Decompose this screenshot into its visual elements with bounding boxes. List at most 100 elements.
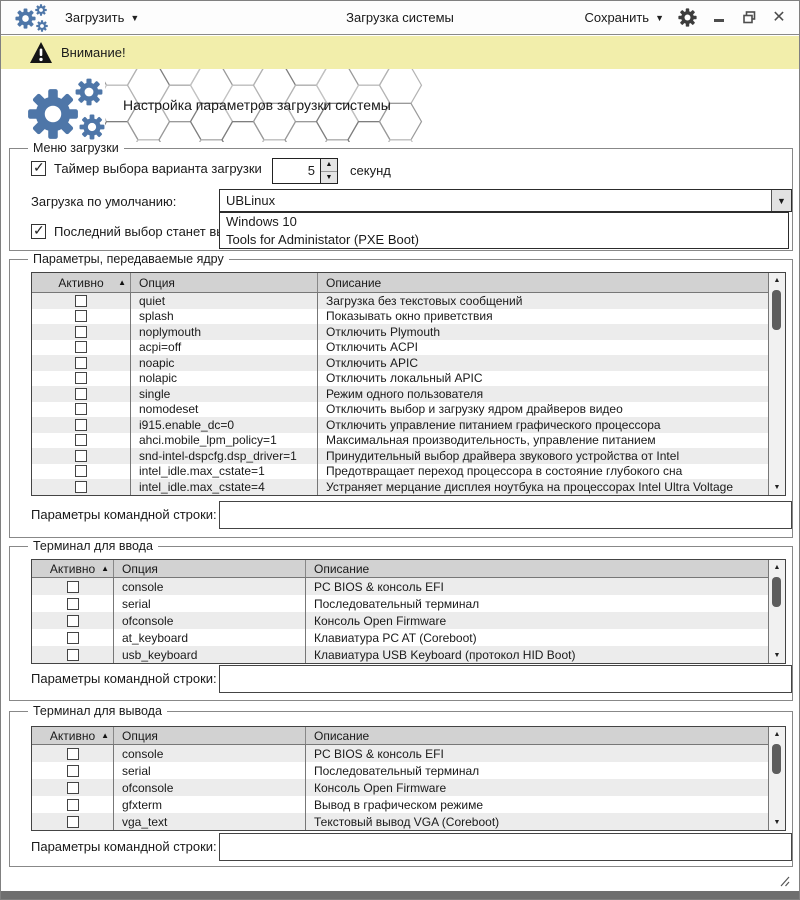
table-row[interactable]: usb_keyboard Клавиатура USB Keyboard (про… bbox=[32, 646, 768, 663]
row-checkbox[interactable] bbox=[75, 465, 87, 478]
row-checkbox[interactable] bbox=[75, 325, 87, 338]
option-cell: noapic bbox=[131, 355, 318, 371]
row-checkbox[interactable] bbox=[66, 798, 79, 811]
table-row[interactable]: serial Последовательный терминал bbox=[32, 762, 768, 779]
column-header-option[interactable]: Опция bbox=[114, 560, 306, 577]
save-menu-button[interactable]: Сохранить ▼ bbox=[584, 10, 664, 25]
scroll-down-button[interactable]: ▼ bbox=[773, 484, 781, 491]
table-row[interactable]: snd-intel-dspcfg.dsp_driver=1 Принудитель… bbox=[32, 448, 768, 464]
scroll-down-button[interactable]: ▼ bbox=[773, 652, 781, 659]
column-header-description[interactable]: Описание bbox=[314, 561, 370, 576]
vertical-scrollbar[interactable]: ▲ ▼ bbox=[768, 560, 785, 663]
load-menu-button[interactable]: Загрузить ▼ bbox=[65, 10, 139, 25]
table-row[interactable]: ofconsole Консоль Open Firmware bbox=[32, 612, 768, 629]
row-checkbox[interactable] bbox=[75, 418, 87, 431]
table-row[interactable]: intel_idle.max_cstate=1 Предотвращает пер… bbox=[32, 463, 768, 479]
dropdown-option[interactable]: Tools for Administator (PXE Boot) bbox=[226, 232, 419, 247]
row-checkbox[interactable] bbox=[75, 310, 87, 323]
row-checkbox[interactable] bbox=[66, 781, 79, 794]
row-checkbox[interactable] bbox=[66, 747, 79, 760]
scroll-up-button[interactable]: ▲ bbox=[773, 277, 781, 284]
column-header-description[interactable]: Описание bbox=[314, 728, 370, 743]
active-cell bbox=[32, 612, 114, 629]
row-checkbox[interactable] bbox=[75, 449, 87, 462]
resize-grip[interactable] bbox=[778, 875, 790, 887]
spinner-up-button[interactable]: ▲ bbox=[321, 159, 337, 172]
row-checkbox[interactable] bbox=[66, 597, 79, 610]
row-checkbox[interactable] bbox=[66, 764, 79, 777]
row-checkbox[interactable] bbox=[75, 356, 87, 369]
cmdline-input[interactable] bbox=[219, 501, 792, 529]
active-cell bbox=[32, 386, 131, 402]
table-row[interactable]: noplymouth Отключить Plymouth bbox=[32, 324, 768, 340]
table-row[interactable]: vga_text Текстовый вывод VGA (Coreboot) bbox=[32, 813, 768, 830]
table-row[interactable]: nolapic Отключить локальный APIC bbox=[32, 370, 768, 386]
active-cell bbox=[32, 762, 114, 779]
table-row[interactable]: nomodeset Отключить выбор и загрузку ядро… bbox=[32, 401, 768, 417]
table-row[interactable]: console PC BIOS & консоль EFI bbox=[32, 578, 768, 595]
description-cell: Отключить ACPI bbox=[326, 340, 418, 355]
table-row[interactable]: splash Показывать окно приветствия bbox=[32, 308, 768, 324]
close-button[interactable]: ✕ bbox=[771, 9, 787, 26]
vertical-scrollbar[interactable]: ▲ ▼ bbox=[768, 727, 785, 830]
column-header-active[interactable]: Активно ▲ bbox=[32, 273, 131, 292]
vertical-scrollbar[interactable]: ▲ ▼ bbox=[768, 273, 785, 495]
timer-checkbox[interactable] bbox=[31, 159, 46, 176]
active-cell bbox=[32, 629, 114, 646]
last-choice-checkbox[interactable] bbox=[31, 222, 46, 239]
row-checkbox[interactable] bbox=[75, 480, 87, 493]
column-header-option[interactable]: Опция bbox=[114, 727, 306, 744]
cmdline-input[interactable] bbox=[219, 665, 792, 693]
kernel-params-table: Активно ▲ Опция Описание quiet Загрузка б… bbox=[31, 272, 786, 496]
input-terminal-table: Активно ▲ Опция Описание console PC BIOS … bbox=[31, 559, 786, 664]
maximize-button[interactable] bbox=[741, 10, 757, 26]
row-checkbox[interactable] bbox=[75, 403, 87, 416]
row-checkbox[interactable] bbox=[66, 580, 79, 593]
column-header-description[interactable]: Описание bbox=[326, 275, 382, 290]
dropdown-option[interactable]: Windows 10 bbox=[226, 214, 297, 229]
row-checkbox[interactable] bbox=[66, 631, 79, 644]
combobox-arrow-button[interactable]: ▼ bbox=[771, 190, 791, 211]
table-row[interactable]: at_keyboard Клавиатура PC AT (Coreboot) bbox=[32, 629, 768, 646]
table-row[interactable]: serial Последовательный терминал bbox=[32, 595, 768, 612]
row-checkbox[interactable] bbox=[75, 434, 87, 447]
cmdline-label: Параметры командной строки: bbox=[31, 507, 217, 522]
column-header-active[interactable]: Активно ▲ bbox=[32, 727, 114, 744]
table-row[interactable]: intel_idle.max_cstate=4 Устраняет мерцани… bbox=[32, 479, 768, 495]
row-checkbox[interactable] bbox=[75, 294, 87, 307]
scrollbar-thumb[interactable] bbox=[772, 744, 781, 774]
table-row[interactable]: console PC BIOS & консоль EFI bbox=[32, 745, 768, 762]
row-checkbox[interactable] bbox=[66, 815, 79, 828]
scroll-up-button[interactable]: ▲ bbox=[773, 564, 781, 571]
row-checkbox[interactable] bbox=[75, 372, 87, 385]
table-row[interactable]: gfxterm Вывод в графическом режиме bbox=[32, 796, 768, 813]
table-row[interactable]: i915.enable_dc=0 Отключить управление пит… bbox=[32, 417, 768, 433]
row-checkbox[interactable] bbox=[66, 648, 79, 661]
scroll-up-button[interactable]: ▲ bbox=[773, 731, 781, 738]
timer-spinner[interactable]: 5 ▲ ▼ bbox=[272, 158, 338, 184]
settings-gear-icon[interactable] bbox=[678, 8, 697, 27]
option-cell: nomodeset bbox=[131, 401, 318, 417]
row-checkbox[interactable] bbox=[75, 341, 87, 354]
row-checkbox[interactable] bbox=[66, 614, 79, 627]
scrollbar-thumb[interactable] bbox=[772, 290, 781, 330]
default-boot-combobox[interactable]: UBLinux ▼ bbox=[219, 189, 792, 212]
table-row[interactable]: acpi=off Отключить ACPI bbox=[32, 339, 768, 355]
description-cell: Отключить Plymouth bbox=[326, 324, 441, 339]
minimize-button[interactable] bbox=[711, 10, 727, 26]
table-row[interactable]: noapic Отключить APIC bbox=[32, 355, 768, 371]
column-header-option[interactable]: Опция bbox=[131, 273, 318, 292]
scroll-down-button[interactable]: ▼ bbox=[773, 819, 781, 826]
option-cell: gfxterm bbox=[114, 796, 306, 813]
scrollbar-thumb[interactable] bbox=[772, 577, 781, 607]
table-row[interactable]: single Режим одного пользователя bbox=[32, 386, 768, 402]
cmdline-input[interactable] bbox=[219, 833, 792, 861]
table-row[interactable]: quiet Загрузка без текстовых сообщений bbox=[32, 293, 768, 309]
spinner-down-button[interactable]: ▼ bbox=[325, 173, 333, 181]
page-title: Настройка параметров загрузки системы bbox=[123, 97, 391, 113]
table-row[interactable]: ofconsole Консоль Open Firmware bbox=[32, 779, 768, 796]
table-row[interactable]: ahci.mobile_lpm_policy=1 Максимальная про… bbox=[32, 432, 768, 448]
option-cell: splash bbox=[131, 308, 318, 324]
column-header-active[interactable]: Активно ▲ bbox=[32, 560, 114, 577]
row-checkbox[interactable] bbox=[75, 387, 87, 400]
